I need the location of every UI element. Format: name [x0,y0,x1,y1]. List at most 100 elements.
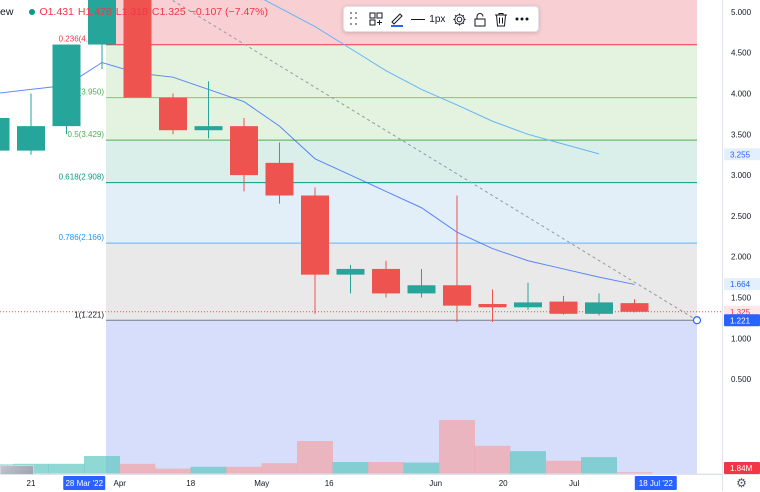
volume-bar [84,456,120,474]
time-scale[interactable]: 21 Apr 18 May 16 Jun 20 Jul 28 Mar '22 18 Jul '22 [0,474,722,491]
template-icon[interactable] [368,8,385,30]
price-badge-label: 1.664 [730,280,751,289]
drag-handle-end[interactable] [692,316,702,325]
time-tick-label: Jul [569,479,579,488]
settings-icon[interactable] [451,8,468,30]
candle-body[interactable] [549,301,578,314]
volume-bar [226,466,262,474]
volume-bar [119,463,156,474]
lock-icon[interactable] [472,8,489,30]
candle-body[interactable] [17,126,45,151]
price-badge-label: 1.221 [730,316,751,325]
candle-body[interactable] [372,268,400,294]
drawing-floating-toolbar: 1px [343,6,539,32]
candle-body[interactable] [265,162,294,196]
volume-bar [297,441,333,474]
candle-body[interactable] [230,126,258,176]
volume-bar [403,462,440,474]
fib-zone-6 [106,320,697,474]
volume-bar [332,462,369,474]
candle-body[interactable] [194,126,223,131]
volume-bar [545,460,582,474]
price-tick-label: 3.500 [731,130,752,139]
price-tick-label: 5.000 [731,8,752,17]
time-tick-label: 16 [325,479,334,488]
time-tick-label: 18 [186,479,195,488]
candle-body[interactable] [443,285,471,306]
market-status-dot [29,9,36,15]
time-badge [63,476,106,490]
price-badge-label: 3.255 [730,150,751,159]
chart-canvas[interactable]: 0(5.638)0.236(4.598)0.382(3.950)0.5(3.42… [0,0,722,474]
time-badge-label: 18 Jul '22 [639,479,674,488]
time-tick-label: Jun [429,479,442,488]
volume-bar [155,468,191,474]
chart-pane[interactable]: 0(5.638)0.236(4.598)0.382(3.950)0.5(3.42… [0,0,722,474]
candle-body[interactable] [52,44,81,127]
price-badge [724,462,760,474]
volume-bar [190,466,227,474]
thumbnail-image [0,465,34,474]
fib-zone-3 [106,140,697,183]
more-icon[interactable] [513,8,530,30]
price-tick-label: 4.000 [731,90,752,99]
chart-settings-gear-icon[interactable]: ⚙ [722,474,760,491]
legend-close: C1.325 [151,6,186,18]
volume-bar [261,463,298,474]
moving-average-long[interactable] [138,0,600,155]
line-style-icon[interactable]: 1px [407,14,449,25]
candle-body[interactable] [514,302,542,308]
fib-zone-1 [106,44,697,98]
price-tick-label: 3.000 [731,171,752,180]
legend-open: O1.431 [39,6,74,18]
price-tick-label: 1.000 [731,334,752,343]
legend-high: H1.478 [77,6,112,18]
fib-level-label: 0.5(3.429) [68,130,105,139]
fib-level-label: 0.236(4.598) [59,35,105,44]
price-tick-label: 2.500 [731,212,752,221]
volume-bar [48,463,85,474]
volume-bar [368,462,404,474]
candle-body[interactable] [159,97,187,131]
fib-trend-line[interactable] [106,0,698,321]
fib-zone-4 [106,182,697,244]
candle-body[interactable] [123,0,152,98]
line-width-label: 1px [429,13,446,25]
price-scale[interactable]: 5.5005.0004.5004.0003.5003.0002.5002.000… [722,0,760,474]
fib-level-label: 1(1.221) [74,310,104,319]
price-badge-label: 1.84M [730,464,753,473]
candle-body[interactable] [407,285,436,294]
time-tick-label: May [254,479,269,488]
price-badge [724,314,760,327]
fib-level-label: 0.618(2.908) [59,173,105,182]
price-tick-label: 4.500 [731,49,752,58]
brush-color-icon[interactable] [389,8,406,30]
fib-zone-2 [106,97,697,141]
candle-body[interactable] [88,0,116,45]
candle-body[interactable] [301,195,329,275]
time-badge-label: 28 Mar '22 [65,479,103,488]
price-tick-label: 1.500 [731,294,752,303]
ohlc-legend: ew O1.431 H1.478 L1.318 C1.325 −0.107 (−… [0,6,268,18]
candle-body[interactable] [620,303,649,312]
volume-bar [510,451,546,474]
drag-handle[interactable] [350,12,358,26]
time-tick-label: 20 [499,479,508,488]
candle-body[interactable] [478,304,507,308]
fib-level-label: 0.786(2.166) [59,233,105,242]
volume-bar [616,472,653,474]
volume-bar [439,420,475,474]
legend-low: L1.318 [115,6,148,18]
symbol-name[interactable]: ew [0,6,14,18]
delete-icon[interactable] [493,8,510,30]
price-badge [724,148,760,161]
volume-bar [581,457,617,474]
candle-body[interactable] [0,117,10,151]
time-tick-label: 21 [27,479,36,488]
time-tick-label: Apr [114,479,127,488]
price-tick-label: 0.500 [731,375,752,384]
candle-body[interactable] [336,268,365,275]
legend-change: −0.107 (−7.47%) [189,6,268,18]
candle-body[interactable] [585,302,613,314]
price-tick-label: 2.000 [731,253,752,262]
